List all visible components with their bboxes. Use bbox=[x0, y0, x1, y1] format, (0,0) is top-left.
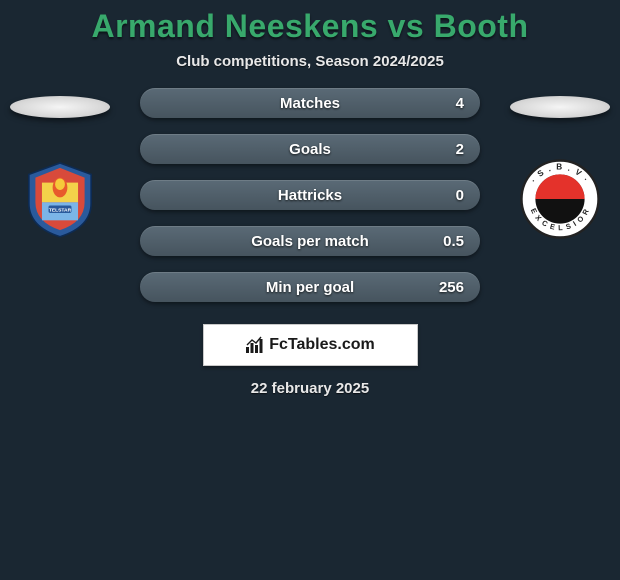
stat-bar-hattricks: Hattricks 0 bbox=[140, 180, 480, 210]
logo-text: FcTables.com bbox=[269, 336, 375, 354]
subtitle: Club competitions, Season 2024/2025 bbox=[0, 53, 620, 70]
stat-value: 4 bbox=[456, 95, 464, 112]
stats-column: Matches 4 Goals 2 Hattricks 0 Goals per … bbox=[110, 88, 510, 318]
fctables-logo-box: FcTables.com bbox=[203, 324, 418, 366]
stat-bar-mpg: Min per goal 256 bbox=[140, 272, 480, 302]
page-title: Armand Neeskens vs Booth bbox=[0, 8, 620, 45]
fctables-logo: FcTables.com bbox=[245, 336, 375, 354]
stat-label: Matches bbox=[280, 95, 340, 112]
svg-text:TELSTAR: TELSTAR bbox=[49, 207, 72, 213]
club-badge-right: · S . B . V · E X C E L S I O R bbox=[519, 158, 601, 240]
main-row: TELSTAR Matches 4 Goals 2 Hattricks 0 Go… bbox=[0, 88, 620, 318]
club-badge-left: TELSTAR bbox=[19, 158, 101, 240]
right-column: · S . B . V · E X C E L S I O R bbox=[510, 88, 610, 240]
stat-label: Min per goal bbox=[266, 279, 354, 296]
player-ellipse-left bbox=[10, 96, 110, 118]
stat-label: Goals bbox=[289, 141, 331, 158]
stat-value: 0 bbox=[456, 187, 464, 204]
date-line: 22 february 2025 bbox=[0, 380, 620, 397]
comparison-card: Armand Neeskens vs Booth Club competitio… bbox=[0, 0, 620, 397]
stat-value: 2 bbox=[456, 141, 464, 158]
stat-value: 256 bbox=[439, 279, 464, 296]
stat-label: Hattricks bbox=[278, 187, 342, 204]
stat-value: 0.5 bbox=[443, 233, 464, 250]
stat-bar-gpm: Goals per match 0.5 bbox=[140, 226, 480, 256]
player-ellipse-right bbox=[510, 96, 610, 118]
stat-bar-goals: Goals 2 bbox=[140, 134, 480, 164]
stat-bar-matches: Matches 4 bbox=[140, 88, 480, 118]
bars-icon bbox=[245, 336, 265, 354]
left-column: TELSTAR bbox=[10, 88, 110, 240]
stat-label: Goals per match bbox=[251, 233, 369, 250]
